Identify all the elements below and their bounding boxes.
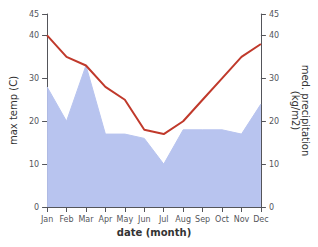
svg-text:45: 45	[269, 10, 279, 19]
svg-text:20: 20	[269, 117, 279, 126]
svg-text:med. precipitation: med. precipitation	[299, 64, 311, 157]
svg-text:date (month): date (month)	[117, 227, 191, 238]
svg-text:10: 10	[269, 160, 279, 169]
svg-text:(kg/m2): (kg/m2)	[290, 91, 301, 131]
svg-text:30: 30	[269, 74, 279, 83]
svg-text:0: 0	[269, 203, 274, 212]
svg-text:0: 0	[34, 203, 39, 212]
svg-text:20: 20	[29, 117, 39, 126]
svg-text:Feb: Feb	[59, 215, 73, 224]
svg-text:Oct: Oct	[215, 215, 229, 224]
svg-text:30: 30	[29, 74, 39, 83]
svg-text:May: May	[117, 215, 134, 224]
svg-text:40: 40	[269, 31, 279, 40]
svg-text:10: 10	[29, 160, 39, 169]
svg-text:Sep: Sep	[195, 215, 210, 224]
svg-text:45: 45	[29, 10, 39, 19]
svg-text:Jun: Jun	[137, 215, 151, 224]
svg-text:max temp (C): max temp (C)	[8, 76, 19, 145]
svg-text:Jan: Jan	[40, 215, 53, 224]
svg-text:Jul: Jul	[158, 215, 169, 224]
svg-text:Nov: Nov	[234, 215, 250, 224]
svg-text:40: 40	[29, 31, 39, 40]
svg-text:Aug: Aug	[175, 215, 191, 224]
svg-text:Mar: Mar	[78, 215, 94, 224]
svg-text:Dec: Dec	[253, 215, 268, 224]
svg-text:Apr: Apr	[98, 215, 113, 224]
